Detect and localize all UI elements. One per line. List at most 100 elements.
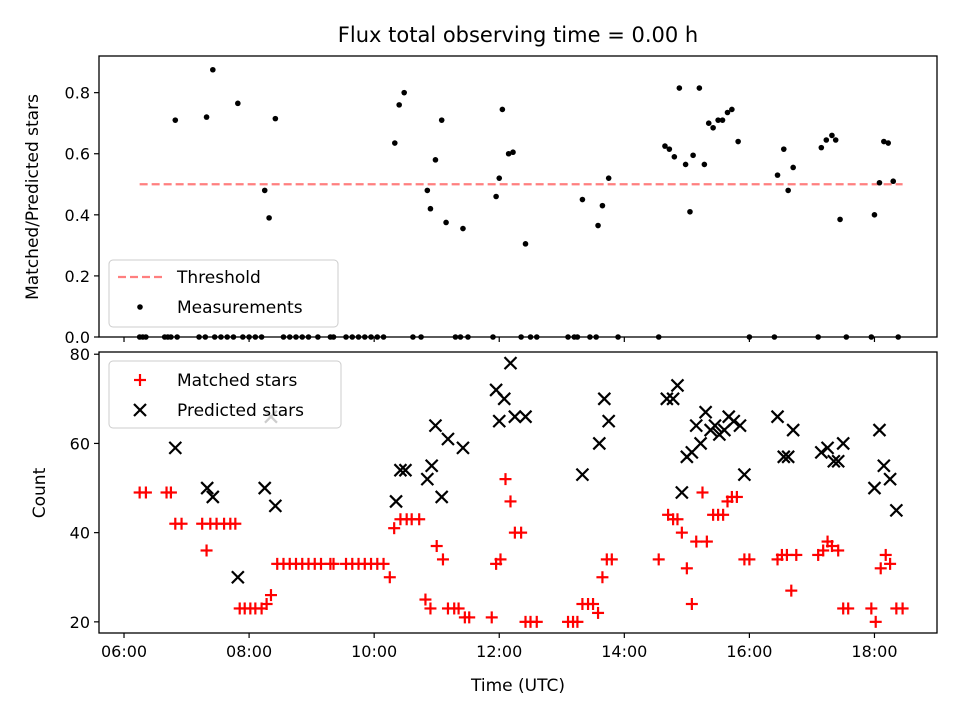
- measurement-point: [522, 241, 529, 247]
- matched-star-point: [696, 486, 709, 499]
- predicted-star-point: [698, 405, 713, 419]
- matched-star-point: [869, 615, 882, 628]
- matched-star-point: [865, 602, 878, 615]
- matched-star-point: [452, 602, 465, 615]
- matched-star-point: [730, 490, 743, 503]
- predicted-star-point: [820, 441, 835, 455]
- predicted-star-point: [597, 392, 612, 406]
- measurement-point: [427, 205, 434, 212]
- measurement-point: [885, 140, 892, 146]
- chart-title: Flux total observing time = 0.00 h: [338, 23, 698, 47]
- predicted-star-point: [737, 467, 752, 482]
- measurement-point: [785, 187, 791, 194]
- predicted-star-point: [492, 414, 507, 428]
- x-axis-label: Time (UTC): [470, 676, 565, 696]
- predicted-star-point: [434, 490, 449, 504]
- measurement-point: [735, 138, 741, 145]
- matched-star-point: [200, 544, 213, 557]
- bottom-y-tick-label: 60: [70, 434, 90, 453]
- measurement-point: [890, 178, 897, 185]
- measurement-point: [671, 153, 678, 160]
- matched-star-point: [164, 486, 177, 499]
- matched-star-point: [790, 548, 803, 561]
- predicted-star-point: [660, 392, 674, 406]
- predicted-star-point: [456, 441, 470, 455]
- predicted-star-point: [726, 414, 741, 428]
- matched-star-point: [675, 526, 688, 539]
- bottom-y-tick-label: 80: [70, 345, 90, 364]
- predicted-star-point: [231, 570, 245, 585]
- measurement-point: [662, 143, 668, 149]
- predicted-star-point: [200, 481, 214, 495]
- matched-star-point: [463, 611, 476, 624]
- predicted-star-point: [872, 423, 887, 437]
- top-legend-measurements-label: Measurements: [177, 298, 303, 318]
- top-panel: 0.00.20.40.60.8 Matched/Predicted stars …: [23, 55, 938, 347]
- measurement-point: [682, 161, 689, 168]
- matched-star-point: [530, 615, 543, 628]
- measurement-point: [595, 222, 601, 229]
- predicted-star-point: [827, 454, 841, 469]
- measurement-point: [599, 202, 606, 209]
- measurement-point: [392, 140, 398, 146]
- predicted-star-point: [867, 481, 882, 495]
- matched-star-point: [879, 548, 892, 561]
- top-y-tick-label: 0.4: [65, 206, 90, 225]
- x-tick-label: 14:00: [601, 642, 647, 661]
- x-tick-label: 08:00: [226, 642, 272, 661]
- predicted-star-point: [675, 485, 689, 500]
- matched-star-point: [817, 544, 830, 557]
- predicted-star-point: [508, 409, 522, 424]
- measurement-point: [701, 161, 708, 168]
- measurement-point: [460, 225, 466, 232]
- matched-star-point: [504, 495, 517, 508]
- bottom-legend-predicted-label: Predicted stars: [177, 401, 304, 421]
- matched-star-point: [680, 562, 693, 575]
- bottom-legend: Matched stars Predicted stars: [108, 360, 342, 429]
- predicted-star-point: [777, 450, 791, 464]
- predicted-star-point: [168, 441, 183, 455]
- measurement-point: [496, 175, 503, 181]
- matched-star-point: [175, 517, 188, 530]
- matched-star-point: [260, 598, 273, 611]
- measurement-point: [837, 216, 843, 223]
- predicted-star-point: [889, 503, 904, 518]
- predicted-star-point: [814, 445, 829, 460]
- predicted-star-point: [518, 409, 533, 424]
- measurement-point: [579, 196, 586, 203]
- measurement-point: [715, 117, 721, 123]
- predicted-star-point: [781, 450, 795, 464]
- measurement-point: [705, 120, 712, 126]
- measurement-point: [724, 109, 731, 116]
- predicted-star-point: [424, 458, 439, 473]
- measurement-point: [774, 172, 781, 178]
- measurement-point: [396, 102, 402, 108]
- measurement-point: [881, 138, 887, 145]
- predicted-star-point: [877, 458, 891, 473]
- x-tick-label: 06:00: [101, 642, 147, 661]
- measurement-point: [272, 115, 279, 122]
- measurement-point: [499, 106, 506, 113]
- measurement-point: [871, 212, 878, 218]
- top-legend-measurements-swatch: [137, 304, 143, 310]
- predicted-star-point: [575, 467, 590, 482]
- matched-star-point: [383, 571, 396, 584]
- predicted-star-point: [398, 463, 413, 477]
- measurement-point: [832, 137, 839, 143]
- matched-star-point: [327, 557, 340, 570]
- matched-star-point: [515, 526, 528, 539]
- matched-star-point: [825, 540, 838, 553]
- measurement-point: [235, 100, 241, 107]
- predicted-star-point: [883, 472, 897, 486]
- top-legend: Threshold Measurements: [108, 259, 339, 328]
- matched-star-point: [587, 598, 600, 611]
- bottom-y-tick-label: 40: [70, 524, 90, 543]
- bottom-panel: 20 40 60 80 06:00 08:00 10:00 12:00 14:00 16:00 18…: [30, 345, 938, 696]
- predicted-star-point: [268, 499, 283, 513]
- measurement-point: [505, 150, 512, 157]
- matched-star-point: [671, 513, 684, 526]
- x-tick-label: 16:00: [726, 642, 772, 661]
- matched-star-point: [874, 562, 887, 575]
- measurement-point: [790, 164, 796, 171]
